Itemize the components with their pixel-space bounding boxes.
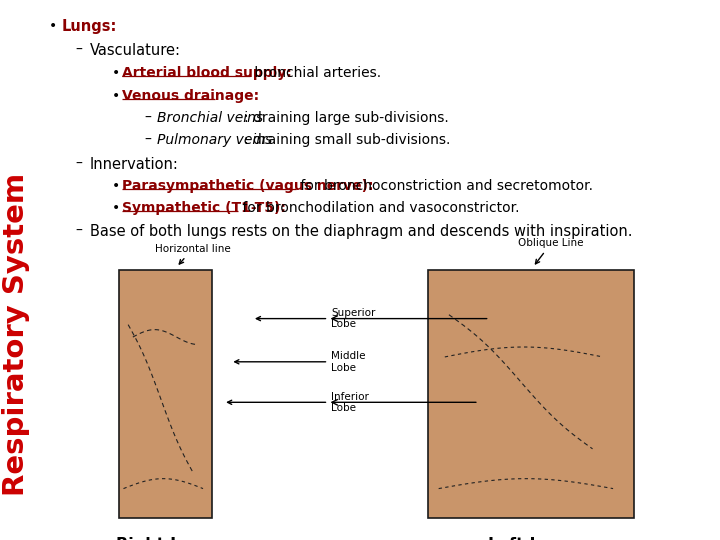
Text: : draining large sub-divisions.: : draining large sub-divisions. <box>244 111 449 125</box>
Text: –: – <box>76 224 83 238</box>
Text: for bronchoconstriction and secretomotor.: for bronchoconstriction and secretomotor… <box>297 179 593 193</box>
Bar <box>428 270 634 518</box>
Text: –: – <box>76 43 83 57</box>
Text: •: • <box>112 89 120 103</box>
Text: Superior
Lobe: Superior Lobe <box>256 308 376 329</box>
Text: –: – <box>144 111 151 125</box>
Text: : draining small sub-divisions.: : draining small sub-divisions. <box>244 133 450 147</box>
Text: Right Lung: Right Lung <box>116 537 215 540</box>
Text: Middle
Lobe: Middle Lobe <box>235 351 366 373</box>
Text: Vasculature:: Vasculature: <box>90 43 181 58</box>
Text: Base of both lungs rests on the diaphragm and descends with inspiration.: Base of both lungs rests on the diaphrag… <box>90 224 632 239</box>
Text: Respiratory System: Respiratory System <box>2 173 30 496</box>
Text: Bronchial veins: Bronchial veins <box>157 111 263 125</box>
Text: Parasympathetic (vagus nerve):: Parasympathetic (vagus nerve): <box>122 179 374 193</box>
Text: Pulmonary veins: Pulmonary veins <box>157 133 272 147</box>
Text: Arterial blood supply:: Arterial blood supply: <box>122 66 292 80</box>
Text: –: – <box>144 133 151 147</box>
Text: •: • <box>112 66 120 80</box>
Text: •: • <box>112 179 120 193</box>
Text: Innervation:: Innervation: <box>90 157 179 172</box>
Text: Horizontal line: Horizontal line <box>155 244 230 264</box>
Text: •: • <box>112 201 120 215</box>
Text: Sympathetic (T1-T5):: Sympathetic (T1-T5): <box>122 201 287 215</box>
Bar <box>119 270 212 518</box>
Text: for bronchodilation and vasoconstrictor.: for bronchodilation and vasoconstrictor. <box>238 201 520 215</box>
Text: Venous drainage:: Venous drainage: <box>122 89 259 103</box>
Text: –: – <box>76 157 83 171</box>
Text: bronchial arteries.: bronchial arteries. <box>250 66 381 80</box>
Text: Lungs:: Lungs: <box>61 19 117 34</box>
Text: •: • <box>49 19 57 33</box>
Text: Oblique Line: Oblique Line <box>518 238 584 264</box>
Text: Left Lung: Left Lung <box>488 537 574 540</box>
Text: Inferior
Lobe: Inferior Lobe <box>228 392 369 413</box>
